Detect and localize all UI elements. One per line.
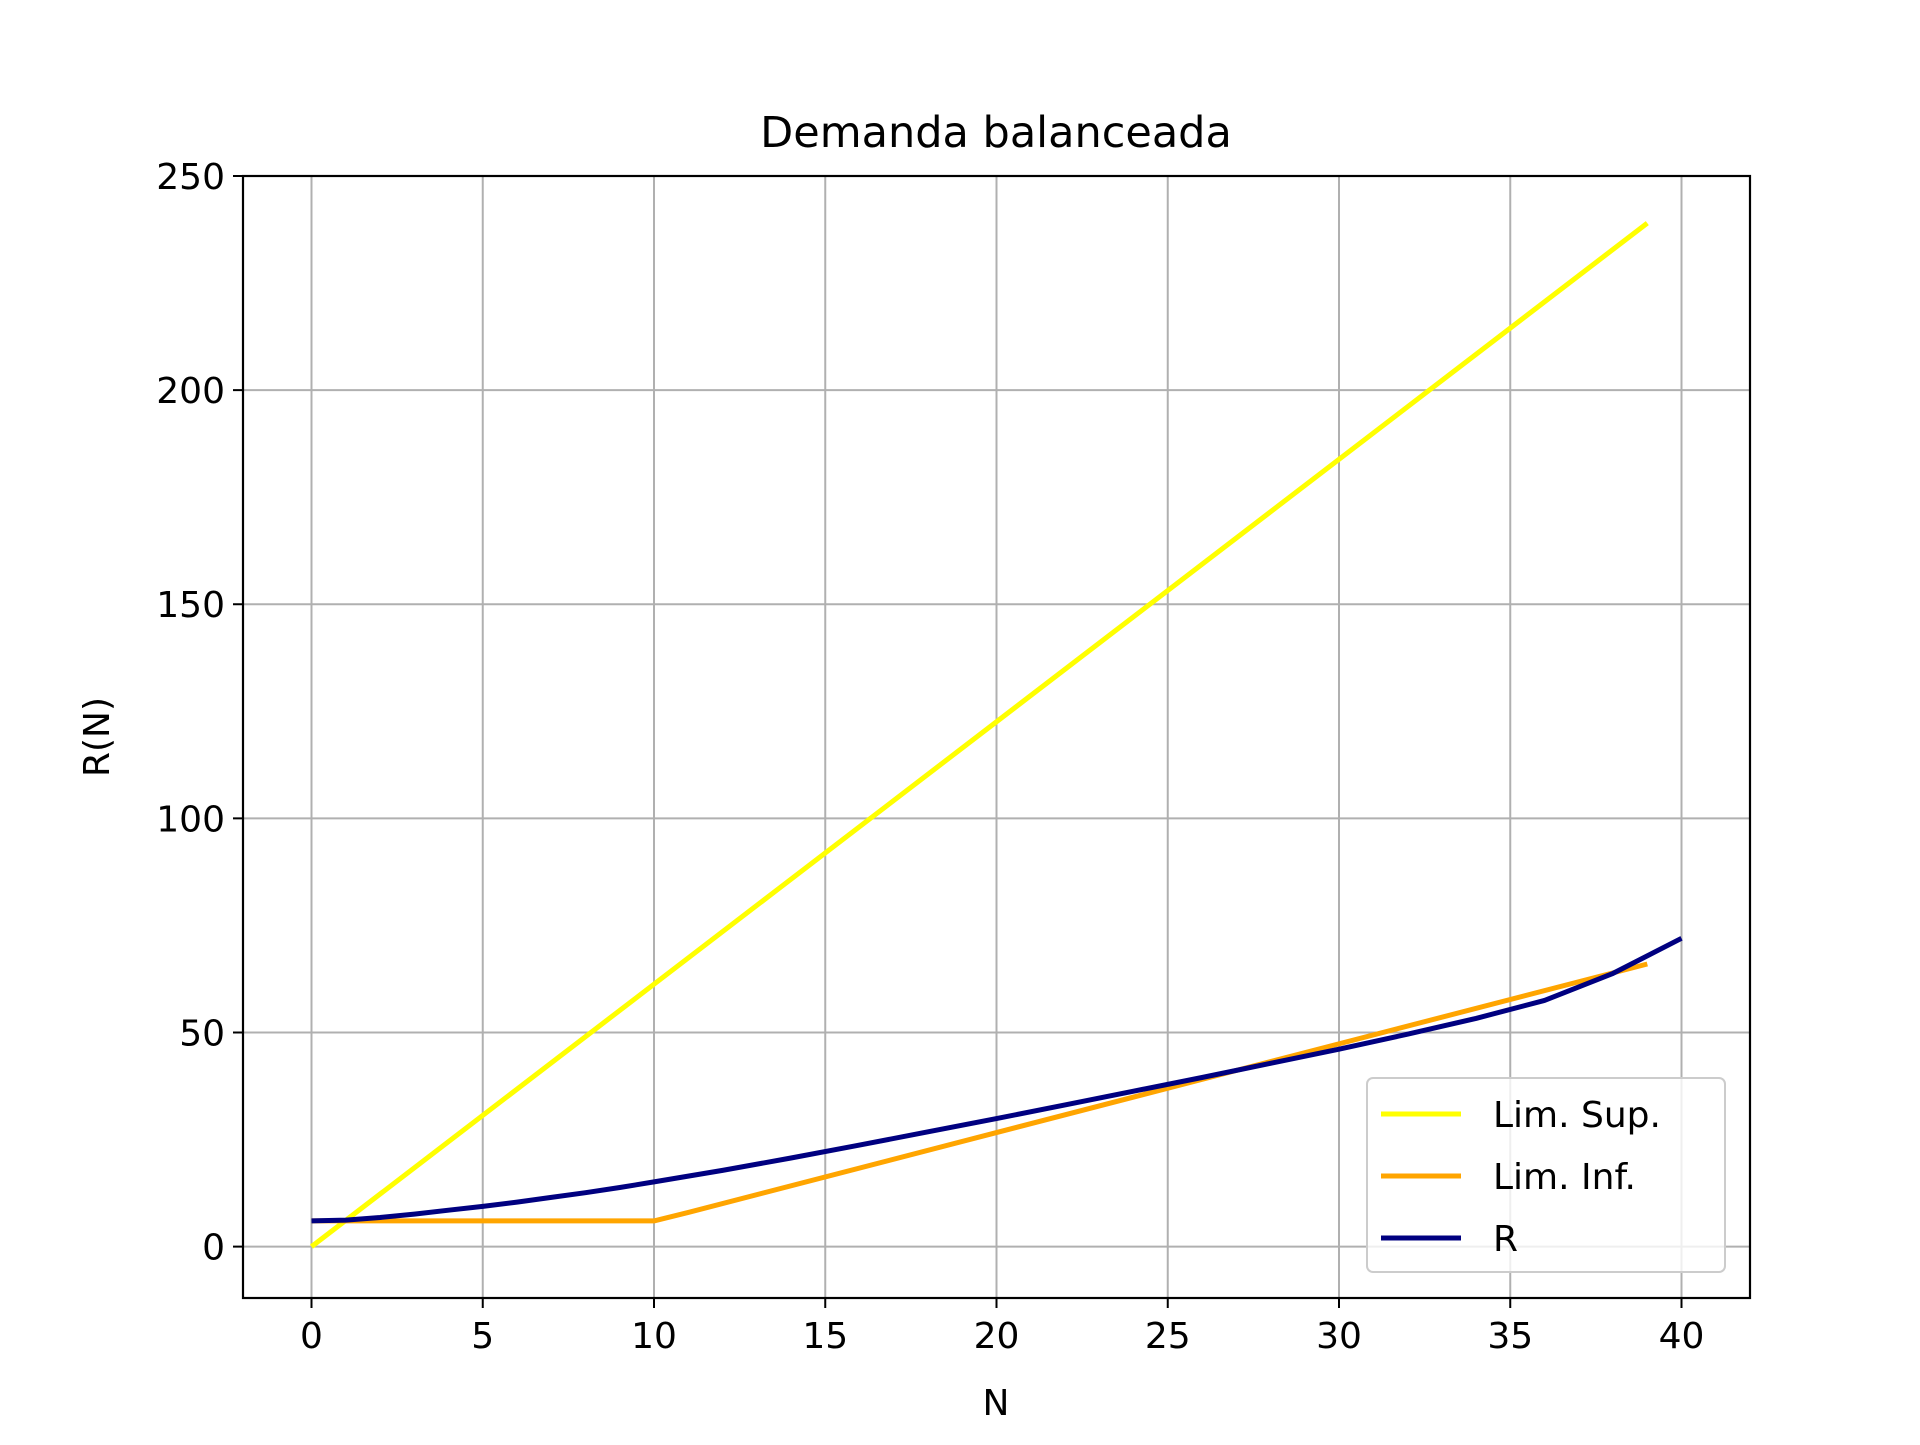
series-line-1 [311,961,1648,1224]
x-tick-label: 40 [1659,1316,1705,1357]
y-tick-label: 50 [179,1013,225,1054]
y-tick-label: 250 [156,157,225,198]
y-axis-label: R(N) [77,697,118,777]
y-tick-label: 200 [156,371,225,412]
ticks: 0 5 10 15 20 25 30 35 40 0 50 100 150 200 250 [156,157,1704,1357]
x-tick-label: 35 [1487,1316,1533,1357]
chart-title: Demanda balanceada [760,108,1232,158]
y-tick-label: 100 [156,799,225,840]
legend-label: Lim. Inf. [1493,1157,1636,1198]
series-line-0 [309,221,1649,1249]
x-tick-label: 15 [802,1316,848,1357]
x-tick-label: 30 [1316,1316,1362,1357]
y-tick-label: 0 [202,1228,225,1269]
legend: Lim. Sup. Lim. Inf. R [1366,1077,1726,1273]
legend-label: R [1493,1219,1518,1260]
x-tick-label: 25 [1145,1316,1191,1357]
y-tick-label: 150 [156,585,225,626]
x-tick-label: 20 [974,1316,1020,1357]
legend-box [1366,1077,1726,1273]
x-tick-label: 0 [300,1316,323,1357]
x-tick-label: 5 [471,1316,494,1357]
series-line-2 [311,936,1683,1224]
legend-label: Lim. Sup. [1493,1095,1661,1136]
series-lines [309,221,1683,1249]
x-axis-label: N [983,1383,1010,1424]
x-tick-label: 10 [631,1316,677,1357]
